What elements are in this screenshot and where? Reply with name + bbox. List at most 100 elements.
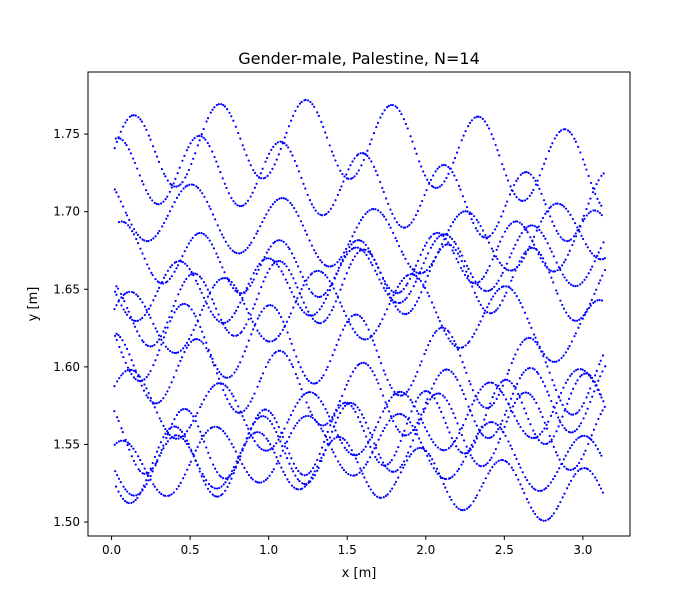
data-point	[140, 120, 144, 123]
data-point	[141, 379, 144, 382]
data-point	[444, 327, 447, 330]
data-point	[201, 330, 204, 333]
data-point	[438, 235, 441, 238]
data-point	[444, 486, 447, 489]
data-point	[113, 410, 116, 413]
data-point	[121, 139, 124, 142]
data-point	[225, 328, 228, 332]
data-point	[325, 368, 328, 371]
data-point	[297, 214, 300, 217]
data-point	[423, 193, 426, 197]
data-point	[513, 291, 516, 295]
data-point	[435, 329, 438, 332]
data-point	[571, 319, 575, 322]
data-point	[342, 468, 346, 472]
data-point	[489, 421, 493, 424]
data-point	[389, 208, 392, 211]
data-point	[462, 424, 465, 427]
data-point	[115, 441, 118, 445]
data-point	[339, 411, 342, 415]
data-point	[523, 252, 526, 255]
data-point	[414, 375, 417, 378]
data-point	[334, 455, 337, 458]
data-point	[280, 431, 283, 434]
data-point	[162, 200, 165, 203]
data-point	[512, 357, 515, 360]
data-point	[256, 444, 259, 447]
data-point	[400, 290, 403, 293]
data-point	[571, 413, 575, 416]
data-point	[389, 490, 392, 493]
data-point	[360, 413, 364, 416]
data-point	[561, 203, 564, 207]
data-point	[379, 456, 382, 459]
x-tick-label: 2.5	[495, 543, 514, 557]
data-point	[122, 293, 125, 296]
data-point	[595, 288, 598, 291]
data-point	[243, 148, 246, 151]
data-point	[147, 391, 150, 395]
data-point	[420, 165, 423, 168]
data-point	[587, 202, 590, 205]
data-point	[523, 407, 526, 410]
data-point	[246, 199, 250, 202]
data-point	[308, 287, 311, 291]
data-point	[524, 432, 527, 435]
data-point	[604, 365, 607, 368]
data-point	[475, 218, 478, 221]
data-point	[223, 271, 226, 274]
data-point	[305, 283, 308, 286]
data-point	[561, 303, 564, 307]
data-point	[291, 365, 295, 369]
data-point	[374, 208, 377, 211]
data-point	[283, 473, 287, 477]
data-point	[189, 142, 192, 145]
data-point	[164, 198, 167, 201]
data-point	[134, 378, 137, 381]
data-point	[245, 289, 248, 292]
data-point	[524, 476, 527, 479]
data-point	[225, 186, 228, 190]
data-point	[544, 487, 548, 490]
data-point	[217, 495, 220, 498]
data-point	[442, 482, 445, 486]
data-point	[498, 154, 501, 157]
data-point	[462, 439, 466, 442]
data-point	[364, 362, 368, 365]
data-point	[194, 233, 197, 237]
data-point	[317, 466, 320, 469]
data-point	[368, 209, 371, 212]
data-point	[245, 345, 248, 348]
data-point	[273, 240, 277, 243]
data-point	[407, 433, 410, 436]
data-point	[521, 306, 524, 309]
data-point	[386, 493, 389, 496]
data-point	[525, 497, 529, 501]
data-point	[132, 157, 135, 160]
data-point	[162, 276, 166, 279]
data-point	[196, 273, 199, 276]
data-point	[275, 430, 278, 434]
data-point	[591, 376, 594, 379]
data-point	[254, 323, 257, 326]
data-point	[489, 289, 492, 292]
data-point	[412, 450, 415, 453]
data-point	[158, 454, 161, 457]
data-point	[166, 433, 169, 436]
data-point	[589, 387, 592, 390]
data-point	[594, 300, 597, 303]
data-point	[211, 298, 214, 301]
data-point	[117, 440, 121, 443]
data-point	[172, 436, 175, 440]
data-point	[497, 459, 500, 462]
data-point	[304, 187, 307, 190]
data-point	[397, 446, 400, 449]
data-point	[512, 468, 515, 472]
data-point	[224, 432, 227, 435]
data-point	[599, 413, 602, 416]
data-point	[185, 149, 188, 152]
data-point	[241, 447, 244, 450]
data-point	[175, 185, 178, 188]
data-point	[570, 372, 573, 375]
data-point	[116, 287, 120, 290]
